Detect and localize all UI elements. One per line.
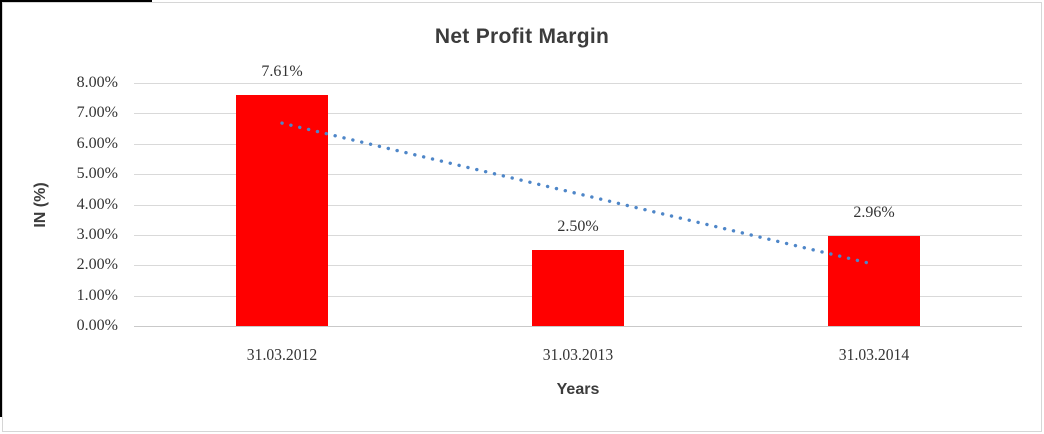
left-black-border (0, 0, 2, 417)
y-axis-tick-label: 5.00% (76, 165, 118, 183)
x-axis-tick-label: 31.03.2013 (542, 345, 614, 364)
bar-31.03.2013 (532, 250, 624, 326)
y-axis-tick-label: 4.00% (76, 195, 118, 213)
gridline (134, 326, 1022, 327)
top-black-border (0, 0, 152, 2)
y-axis-tick-label: 8.00% (76, 74, 118, 91)
y-axis-tick-label: 0.00% (76, 317, 118, 334)
data-label: 2.50% (557, 218, 599, 236)
chart-title: Net Profit Margin (434, 25, 610, 48)
y-axis-tick-label: 3.00% (76, 225, 118, 243)
y-axis-tick-label: 2.00% (76, 256, 118, 274)
y-axis-tick-label: 7.00% (76, 104, 118, 122)
x-axis-title: Years (556, 381, 600, 398)
x-axis-tick-label: 31.03.2014 (838, 345, 910, 364)
bar-31.03.2012 (236, 94, 328, 326)
gridline (134, 83, 1022, 84)
bar-31.03.2014 (828, 236, 920, 326)
x-axis-tick-label: 31.03.2012 (246, 345, 318, 364)
data-label: 7.61% (261, 62, 303, 80)
y-axis-tick-label: 6.00% (76, 134, 118, 152)
y-axis-tick-label: 1.00% (76, 286, 118, 304)
gridline (134, 113, 1022, 115)
data-label: 2.96% (853, 204, 895, 222)
